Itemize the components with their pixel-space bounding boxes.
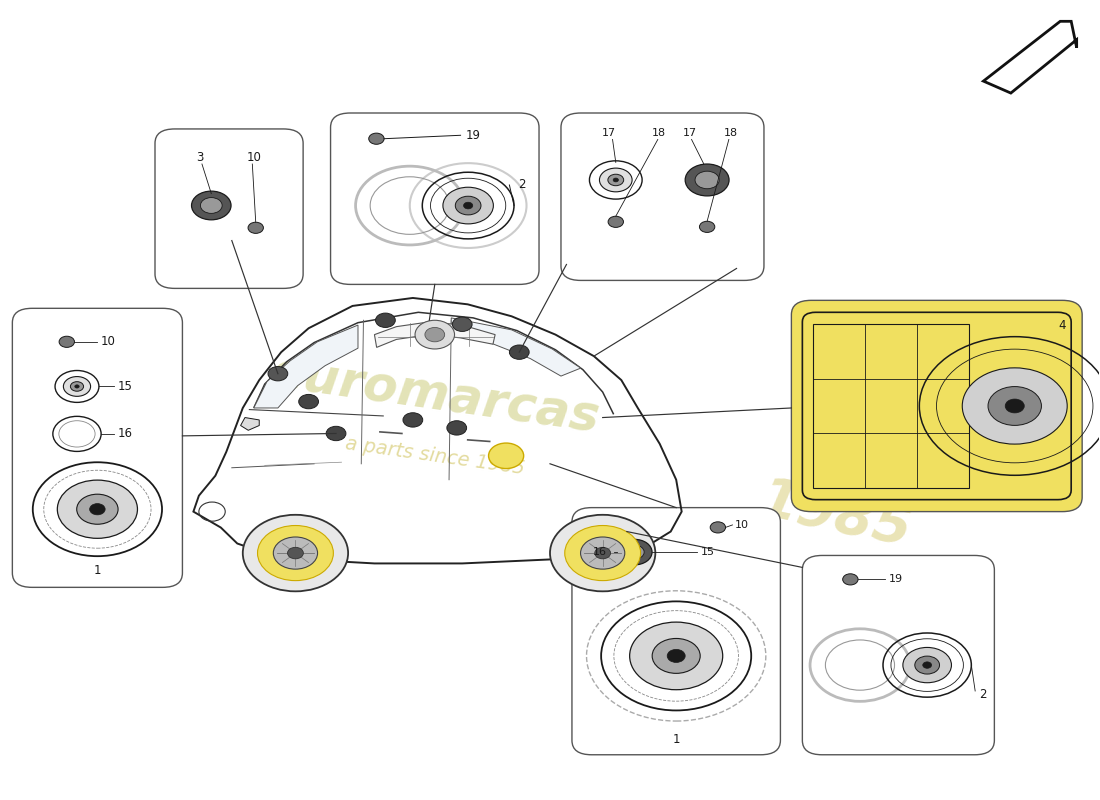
Circle shape <box>257 526 333 581</box>
FancyBboxPatch shape <box>802 555 994 754</box>
Circle shape <box>962 368 1067 444</box>
Circle shape <box>299 394 319 409</box>
Bar <box>813 324 969 488</box>
Text: 18: 18 <box>724 128 737 138</box>
Circle shape <box>903 647 952 682</box>
Circle shape <box>843 574 858 585</box>
Text: 16: 16 <box>118 427 133 440</box>
Text: 10: 10 <box>101 335 116 348</box>
Circle shape <box>248 222 263 234</box>
Circle shape <box>685 164 729 196</box>
Circle shape <box>613 178 618 182</box>
Text: 17: 17 <box>602 128 616 138</box>
Text: 2: 2 <box>979 689 987 702</box>
Circle shape <box>59 336 75 347</box>
Text: 1: 1 <box>672 734 680 746</box>
Text: 15: 15 <box>118 380 133 393</box>
Circle shape <box>1005 399 1024 413</box>
Circle shape <box>711 522 726 533</box>
Circle shape <box>625 545 645 559</box>
Text: euromarcas: euromarcas <box>821 340 1025 397</box>
Circle shape <box>77 494 118 524</box>
Circle shape <box>368 133 384 144</box>
Circle shape <box>668 650 685 662</box>
Circle shape <box>268 366 288 381</box>
Circle shape <box>64 377 90 396</box>
Circle shape <box>652 638 701 674</box>
Circle shape <box>581 537 625 569</box>
Circle shape <box>455 196 481 215</box>
FancyBboxPatch shape <box>155 129 304 288</box>
Circle shape <box>700 222 715 233</box>
Circle shape <box>629 622 723 690</box>
Circle shape <box>443 187 494 224</box>
Circle shape <box>488 443 524 469</box>
Circle shape <box>988 386 1042 426</box>
Circle shape <box>447 421 466 435</box>
Circle shape <box>327 426 345 441</box>
FancyBboxPatch shape <box>791 300 1082 512</box>
Circle shape <box>564 526 640 581</box>
Text: 16: 16 <box>593 547 607 557</box>
Circle shape <box>415 320 454 349</box>
FancyBboxPatch shape <box>561 113 764 281</box>
Text: 3: 3 <box>197 151 204 164</box>
Text: 18: 18 <box>652 128 667 138</box>
Polygon shape <box>451 318 581 376</box>
Circle shape <box>600 168 632 192</box>
Text: euromarcas: euromarcas <box>267 349 603 443</box>
Circle shape <box>70 382 84 391</box>
Circle shape <box>452 317 472 331</box>
Circle shape <box>191 191 231 220</box>
Polygon shape <box>374 322 495 347</box>
Polygon shape <box>241 418 260 430</box>
FancyBboxPatch shape <box>12 308 183 587</box>
Text: 1985: 1985 <box>755 473 916 558</box>
Circle shape <box>200 198 222 214</box>
Circle shape <box>923 662 932 668</box>
Text: 19: 19 <box>466 129 481 142</box>
Text: 1: 1 <box>94 564 101 577</box>
Circle shape <box>273 537 318 569</box>
Circle shape <box>617 539 652 565</box>
Text: 10: 10 <box>735 520 749 530</box>
FancyBboxPatch shape <box>572 508 780 754</box>
FancyBboxPatch shape <box>331 113 539 285</box>
Circle shape <box>695 171 719 189</box>
Circle shape <box>550 515 656 591</box>
Circle shape <box>425 327 444 342</box>
Circle shape <box>287 547 304 559</box>
Circle shape <box>509 345 529 359</box>
Circle shape <box>608 216 624 227</box>
Text: 17: 17 <box>683 128 697 138</box>
Text: 15: 15 <box>701 547 715 557</box>
Circle shape <box>493 446 519 466</box>
Circle shape <box>403 413 422 427</box>
Text: 4: 4 <box>1058 319 1066 332</box>
FancyBboxPatch shape <box>802 312 1071 500</box>
Text: a parts since 1985: a parts since 1985 <box>344 434 526 478</box>
Circle shape <box>89 503 106 515</box>
Circle shape <box>915 656 939 674</box>
Text: 2: 2 <box>518 178 526 191</box>
Text: 19: 19 <box>889 574 903 584</box>
Circle shape <box>243 515 348 591</box>
Circle shape <box>608 174 624 186</box>
Circle shape <box>75 385 79 388</box>
Circle shape <box>375 313 395 327</box>
Circle shape <box>57 480 138 538</box>
Polygon shape <box>254 325 358 408</box>
Text: 10: 10 <box>246 151 262 164</box>
Circle shape <box>463 202 473 209</box>
Circle shape <box>595 547 610 559</box>
Polygon shape <box>983 22 1077 93</box>
